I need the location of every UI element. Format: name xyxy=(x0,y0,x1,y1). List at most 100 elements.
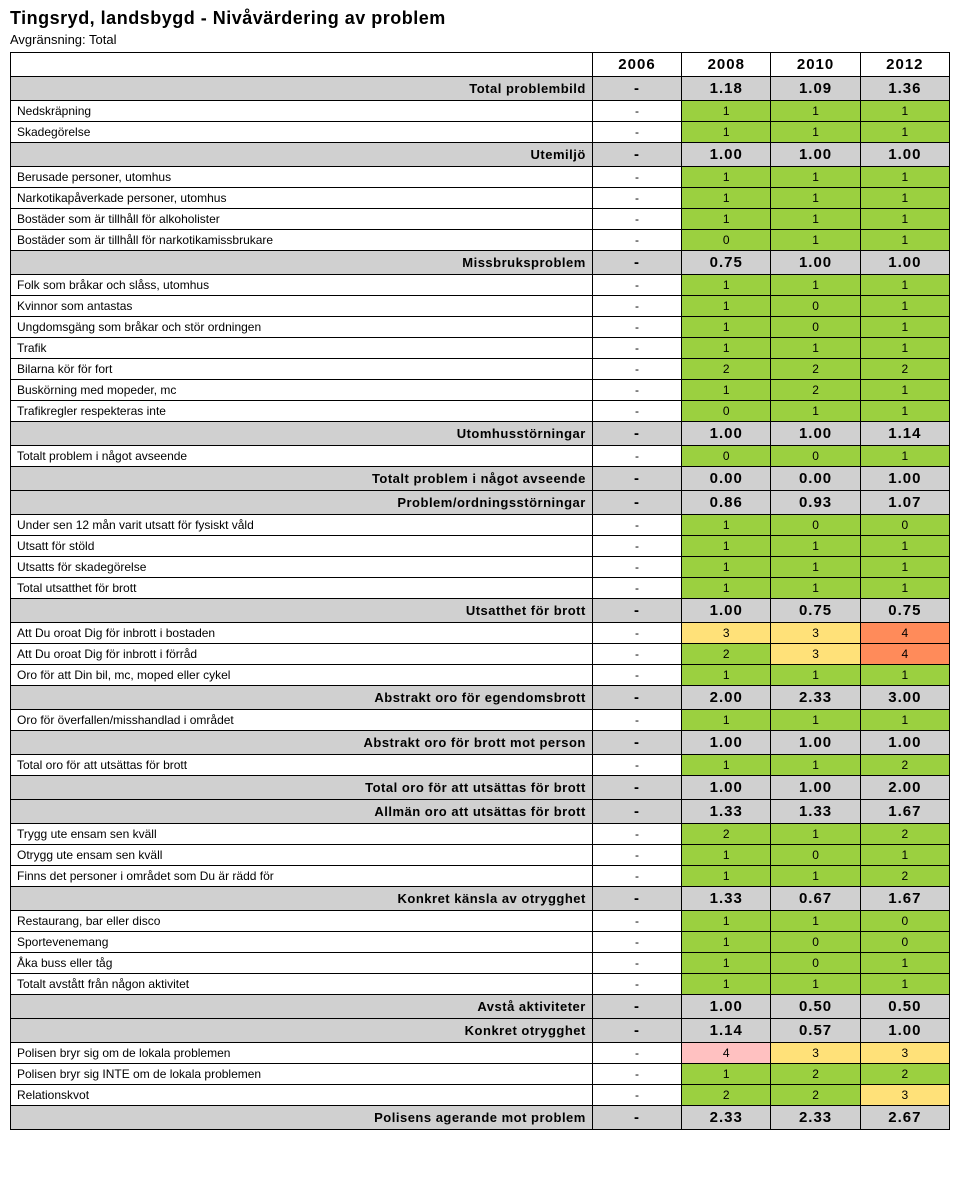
cell-value: 2 xyxy=(771,1064,860,1085)
section-header-row: Abstrakt oro för brott mot person-1.001.… xyxy=(11,731,950,755)
row-label: Buskörning med mopeder, mc xyxy=(11,380,593,401)
cell-value: 1.00 xyxy=(860,467,949,491)
cell-value: 1 xyxy=(771,401,860,422)
cell-value: 0.50 xyxy=(771,995,860,1019)
row-label: Total oro för att utsättas för brott xyxy=(11,776,593,800)
cell-value: 1 xyxy=(771,710,860,731)
row-label: Bostäder som är tillhåll för alkoholiste… xyxy=(11,209,593,230)
table-row: Total utsatthet för brott-111 xyxy=(11,578,950,599)
cell-value: 0.75 xyxy=(860,599,949,623)
row-label: Åka buss eller tåg xyxy=(11,953,593,974)
cell-value: 4 xyxy=(682,1043,771,1064)
cell-value: 1.00 xyxy=(860,1019,949,1043)
cell-value: - xyxy=(592,974,681,995)
cell-value: - xyxy=(592,776,681,800)
table-row: Folk som bråkar och slåss, utomhus-111 xyxy=(11,275,950,296)
cell-value: 1 xyxy=(860,710,949,731)
cell-value: 1 xyxy=(860,845,949,866)
row-label: Total utsatthet för brott xyxy=(11,578,593,599)
cell-value: 0 xyxy=(682,446,771,467)
cell-value: 0 xyxy=(771,953,860,974)
cell-value: - xyxy=(592,317,681,338)
cell-value: 1 xyxy=(860,665,949,686)
row-label: Polisen bryr sig INTE om de lokala probl… xyxy=(11,1064,593,1085)
cell-value: 2 xyxy=(682,1085,771,1106)
cell-value: 1.14 xyxy=(682,1019,771,1043)
cell-value: 1 xyxy=(771,338,860,359)
cell-value: 1.33 xyxy=(771,800,860,824)
cell-value: 1.00 xyxy=(771,251,860,275)
cell-value: 2 xyxy=(682,359,771,380)
row-label: Konkret otrygghet xyxy=(11,1019,593,1043)
cell-value: 1 xyxy=(682,296,771,317)
cell-value: - xyxy=(592,578,681,599)
row-label: Totalt avstått från någon aktivitet xyxy=(11,974,593,995)
cell-value: 1 xyxy=(771,275,860,296)
table-row: Utsatts för skadegörelse-111 xyxy=(11,557,950,578)
cell-value: 1 xyxy=(860,296,949,317)
cell-value: 1 xyxy=(771,230,860,251)
year-header: 2008 xyxy=(682,53,771,77)
row-label: Att Du oroat Dig för inbrott i förråd xyxy=(11,644,593,665)
section-header-row: Utsatthet för brott-1.000.750.75 xyxy=(11,599,950,623)
cell-value: 0 xyxy=(771,845,860,866)
row-label: Trafik xyxy=(11,338,593,359)
cell-value: 1 xyxy=(682,317,771,338)
row-label: Konkret känsla av otrygghet xyxy=(11,887,593,911)
table-row: Kvinnor som antastas-101 xyxy=(11,296,950,317)
table-row: Bilarna kör för fort-222 xyxy=(11,359,950,380)
cell-value: 1.00 xyxy=(682,599,771,623)
cell-value: - xyxy=(592,710,681,731)
cell-value: 1 xyxy=(860,338,949,359)
table-row: Oro för överfallen/misshandlad i området… xyxy=(11,710,950,731)
cell-value: 2.33 xyxy=(771,1106,860,1130)
cell-value: - xyxy=(592,296,681,317)
row-label: Otrygg ute ensam sen kväll xyxy=(11,845,593,866)
cell-value: 1 xyxy=(771,122,860,143)
cell-value: 1 xyxy=(860,557,949,578)
cell-value: - xyxy=(592,623,681,644)
cell-value: 0 xyxy=(771,515,860,536)
cell-value: 1 xyxy=(771,578,860,599)
section-header-row: Total problembild-1.181.091.36 xyxy=(11,77,950,101)
section-header-row: Utomhusstörningar-1.001.001.14 xyxy=(11,422,950,446)
table-row: Totalt problem i något avseende-001 xyxy=(11,446,950,467)
cell-value: - xyxy=(592,359,681,380)
cell-value: 0.67 xyxy=(771,887,860,911)
row-label: Bostäder som är tillhåll för narkotikami… xyxy=(11,230,593,251)
cell-value: 2.67 xyxy=(860,1106,949,1130)
cell-value: 1 xyxy=(682,911,771,932)
cell-value: 0 xyxy=(682,401,771,422)
cell-value: 1.00 xyxy=(860,251,949,275)
table-row: Buskörning med mopeder, mc-121 xyxy=(11,380,950,401)
row-label: Allmän oro att utsättas för brott xyxy=(11,800,593,824)
cell-value: 2 xyxy=(771,359,860,380)
section-header-row: Totalt problem i något avseende-0.000.00… xyxy=(11,467,950,491)
cell-value: - xyxy=(592,536,681,557)
cell-value: - xyxy=(592,755,681,776)
cell-value: 1 xyxy=(860,953,949,974)
cell-value: 2 xyxy=(860,866,949,887)
cell-value: 1 xyxy=(860,536,949,557)
cell-value: - xyxy=(592,101,681,122)
cell-value: 0 xyxy=(771,317,860,338)
cell-value: 1 xyxy=(682,755,771,776)
cell-value: 1 xyxy=(682,122,771,143)
cell-value: 1 xyxy=(682,665,771,686)
cell-value: 1.00 xyxy=(771,143,860,167)
cell-value: 1 xyxy=(682,188,771,209)
cell-value: 1 xyxy=(860,275,949,296)
section-header-row: Avstå aktiviteter-1.000.500.50 xyxy=(11,995,950,1019)
table-row: Polisen bryr sig INTE om de lokala probl… xyxy=(11,1064,950,1085)
cell-value: 3 xyxy=(682,623,771,644)
cell-value: 4 xyxy=(860,644,949,665)
cell-value: 1.07 xyxy=(860,491,949,515)
cell-value: - xyxy=(592,401,681,422)
cell-value: 1.14 xyxy=(860,422,949,446)
cell-value: 1 xyxy=(682,209,771,230)
table-row: Trygg ute ensam sen kväll-212 xyxy=(11,824,950,845)
row-label: Trafikregler respekteras inte xyxy=(11,401,593,422)
section-header-row: Total oro för att utsättas för brott-1.0… xyxy=(11,776,950,800)
cell-value: 1 xyxy=(682,380,771,401)
row-label: Oro för att Din bil, mc, moped eller cyk… xyxy=(11,665,593,686)
